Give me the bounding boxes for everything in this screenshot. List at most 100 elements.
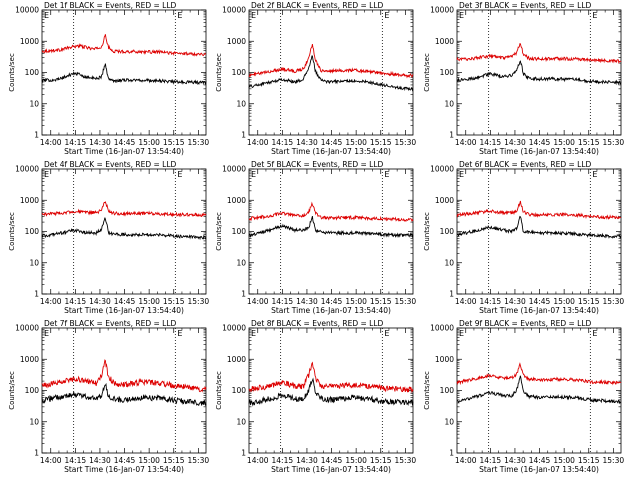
x-tick-label: 14:45 bbox=[529, 138, 551, 147]
event-marker: E bbox=[177, 170, 182, 179]
y-tick-label: 10 bbox=[29, 99, 39, 108]
y-tick-label: 1000 bbox=[20, 37, 39, 46]
panel-title: Det 3f BLACK = Events, RED = LLD bbox=[459, 1, 592, 10]
x-tick-label: 14:15 bbox=[65, 297, 87, 306]
panel-title: Det 1f BLACK = Events, RED = LLD bbox=[44, 1, 177, 10]
events-series-line bbox=[248, 215, 414, 239]
y-tick-label: 1000 bbox=[435, 355, 454, 364]
event-marker: E bbox=[251, 170, 256, 179]
y-tick-label: 10000 bbox=[15, 324, 39, 333]
event-marker: E bbox=[177, 329, 182, 338]
x-tick-label: 15:15 bbox=[163, 297, 185, 306]
x-tick-label: 15:15 bbox=[163, 456, 185, 465]
x-tick-label: 14:00 bbox=[40, 456, 62, 465]
y-axis-label: Counts/sec bbox=[215, 212, 223, 251]
plot-frame bbox=[248, 327, 414, 454]
y-tick-label: 10 bbox=[444, 99, 454, 108]
x-tick-label: 14:15 bbox=[65, 456, 87, 465]
x-tick-label: 14:30 bbox=[296, 297, 318, 306]
y-tick-label: 100 bbox=[440, 386, 455, 395]
plot-frame bbox=[456, 9, 622, 136]
events-series-line bbox=[456, 215, 622, 239]
x-tick-label: 14:30 bbox=[89, 138, 111, 147]
y-tick-label: 10000 bbox=[430, 6, 454, 15]
x-tick-label: 15:30 bbox=[395, 138, 417, 147]
plot-frame bbox=[41, 327, 207, 454]
event-marker: E bbox=[459, 11, 464, 20]
x-tick-label: 15:00 bbox=[345, 138, 367, 147]
x-axis-label: Start Time (16-Jan-07 13:54:40) bbox=[64, 306, 184, 315]
lld-series-line bbox=[248, 361, 414, 394]
plot-frame bbox=[41, 9, 207, 136]
x-tick-label: 15:15 bbox=[163, 138, 185, 147]
x-tick-label: 14:45 bbox=[321, 138, 343, 147]
detector-panel-4: Det 4f BLACK = Events, RED = LLD 1 10 100 10… bbox=[8, 160, 209, 315]
y-tick-label: 100 bbox=[232, 68, 247, 77]
x-tick-label: 14:30 bbox=[504, 138, 526, 147]
panel-title: Det 2f BLACK = Events, RED = LLD bbox=[251, 1, 384, 10]
x-tick-label: 15:00 bbox=[553, 456, 575, 465]
x-tick-label: 15:00 bbox=[138, 297, 160, 306]
x-tick-label: 15:00 bbox=[138, 456, 160, 465]
x-tick-label: 15:15 bbox=[370, 456, 392, 465]
y-tick-label: 1000 bbox=[227, 196, 246, 205]
x-tick-label: 15:15 bbox=[578, 138, 600, 147]
y-tick-label: 1 bbox=[34, 449, 39, 458]
y-tick-label: 1000 bbox=[20, 355, 39, 364]
y-tick-label: 10000 bbox=[430, 165, 454, 174]
x-tick-label: 14:15 bbox=[65, 138, 87, 147]
x-axis-label: Start Time (16-Jan-07 13:54:40) bbox=[64, 147, 184, 156]
lld-series-line bbox=[456, 200, 622, 220]
y-tick-label: 1 bbox=[241, 290, 246, 299]
x-tick-label: 14:00 bbox=[247, 138, 269, 147]
y-axis-label: Counts/sec bbox=[423, 371, 431, 410]
x-tick-label: 15:00 bbox=[553, 297, 575, 306]
x-tick-label: 15:00 bbox=[345, 456, 367, 465]
y-tick-label: 1 bbox=[449, 131, 454, 140]
x-tick-label: 15:30 bbox=[188, 138, 210, 147]
x-tick-label: 14:00 bbox=[247, 297, 269, 306]
x-tick-label: 14:30 bbox=[296, 138, 318, 147]
event-marker: E bbox=[44, 329, 49, 338]
y-axis-label: Counts/sec bbox=[423, 53, 431, 92]
x-tick-label: 15:30 bbox=[395, 297, 417, 306]
y-tick-label: 1 bbox=[34, 131, 39, 140]
x-tick-label: 15:30 bbox=[395, 456, 417, 465]
x-tick-label: 15:00 bbox=[138, 138, 160, 147]
x-axis-label: Start Time (16-Jan-07 13:54:40) bbox=[479, 465, 599, 474]
panel-title: Det 9f BLACK = Events, RED = LLD bbox=[459, 319, 592, 328]
events-series-line bbox=[248, 377, 414, 407]
panel-title: Det 8f BLACK = Events, RED = LLD bbox=[251, 319, 384, 328]
x-tick-label: 15:30 bbox=[603, 456, 625, 465]
y-tick-label: 100 bbox=[25, 68, 40, 77]
y-tick-label: 100 bbox=[440, 68, 455, 77]
x-tick-label: 14:45 bbox=[114, 297, 136, 306]
y-tick-label: 1 bbox=[34, 290, 39, 299]
x-tick-label: 14:00 bbox=[455, 456, 477, 465]
x-axis-label: Start Time (16-Jan-07 13:54:40) bbox=[479, 147, 599, 156]
x-axis-label: Start Time (16-Jan-07 13:54:40) bbox=[271, 465, 391, 474]
event-marker: E bbox=[459, 329, 464, 338]
y-tick-label: 10 bbox=[444, 258, 454, 267]
events-series-line bbox=[41, 217, 207, 241]
event-marker: E bbox=[251, 11, 256, 20]
panel-title: Det 5f BLACK = Events, RED = LLD bbox=[251, 160, 384, 169]
lld-series-line bbox=[41, 201, 207, 218]
x-tick-label: 14:30 bbox=[296, 456, 318, 465]
x-tick-label: 14:15 bbox=[480, 138, 502, 147]
event-marker: E bbox=[592, 11, 597, 20]
x-tick-label: 14:15 bbox=[480, 456, 502, 465]
y-tick-label: 1 bbox=[449, 290, 454, 299]
event-marker: E bbox=[592, 170, 597, 179]
panel-title: Det 7f BLACK = Events, RED = LLD bbox=[44, 319, 177, 328]
x-tick-label: 14:15 bbox=[272, 138, 294, 147]
x-tick-label: 14:15 bbox=[272, 456, 294, 465]
event-marker: E bbox=[459, 170, 464, 179]
lld-series-line bbox=[41, 34, 206, 57]
detector-panel-3: Det 3f BLACK = Events, RED = LLD 1 10 100 10… bbox=[423, 1, 624, 156]
x-tick-label: 15:15 bbox=[578, 456, 600, 465]
detector-panel-1: Det 1f BLACK = Events, RED = LLD 1 10 100 10… bbox=[8, 1, 209, 156]
x-tick-label: 14:30 bbox=[504, 456, 526, 465]
y-tick-label: 1 bbox=[241, 131, 246, 140]
